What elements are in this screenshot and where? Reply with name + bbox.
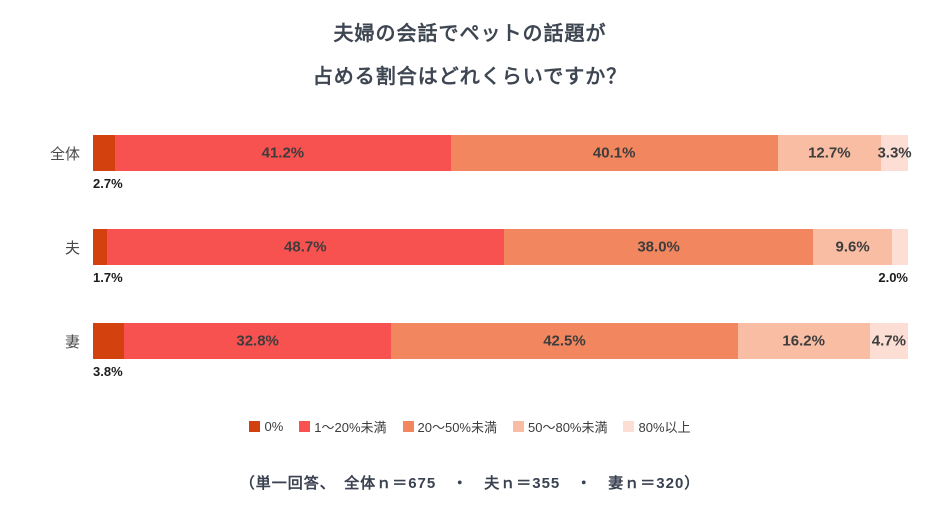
value-label: 3.3% — [877, 144, 912, 162]
legend-swatch-icon — [402, 421, 414, 432]
value-label: 2.7% — [93, 176, 123, 191]
legend-item: 80%以上 — [623, 417, 691, 436]
value-label: 38.0% — [637, 238, 680, 256]
value-label: 3.8% — [93, 364, 123, 379]
bar-segment — [93, 229, 107, 265]
bar-segment — [93, 323, 124, 359]
bar-segment — [881, 135, 908, 171]
bar-segment — [391, 323, 738, 359]
category-label: 夫 — [64, 239, 80, 257]
bar-track: 3.8% 32.8% 42.5% 16.2% 4.7% — [93, 323, 908, 379]
category-label: 全体 — [49, 145, 80, 163]
bar-segment — [737, 323, 870, 359]
legend-label: 1〜20%未満 — [314, 420, 387, 435]
value-label: 16.2% — [782, 332, 825, 350]
chart-row: 夫 1.7% 48.7% 38.0% 9.6% 2.0% — [0, 229, 940, 285]
legend: 0% 1〜20%未満 20〜50%未満 50〜80%未満 80%以上 — [0, 417, 940, 436]
value-label: 48.7% — [284, 238, 327, 256]
bar-track: 1.7% 48.7% 38.0% 9.6% 2.0% — [93, 229, 908, 285]
legend-label: 0% — [264, 419, 284, 434]
value-label: 41.2% — [261, 144, 305, 162]
bar-segment — [891, 229, 908, 265]
chart-row: 全体 2.7% 41.2% 40.1% 12.7% 3.3% — [0, 135, 940, 191]
legend-swatch-icon — [249, 421, 261, 432]
legend-label: 20〜50%未満 — [417, 420, 497, 435]
bar-segment — [123, 323, 392, 359]
legend-swatch-icon — [299, 421, 311, 432]
category-label: 妻 — [64, 333, 80, 351]
value-label: 32.8% — [236, 332, 279, 350]
chart-row: 妻 3.8% 32.8% 42.5% 16.2% 4.7% — [0, 323, 940, 379]
bar-segment — [503, 229, 814, 265]
chart-title-line2: 占める割合はどれくらいですか？ — [312, 66, 628, 88]
bar-segment — [115, 135, 451, 171]
value-label: 1.7% — [93, 270, 123, 285]
value-label: 4.7% — [871, 332, 906, 350]
value-label: 2.0% — [878, 270, 908, 285]
footnote: （単一回答、 全体ｎ＝675 ・ 夫ｎ＝355 ・ 妻ｎ＝320） — [239, 475, 701, 492]
legend-item: 20〜50%未満 — [402, 417, 497, 436]
bar-segment — [93, 135, 115, 171]
value-label: 12.7% — [808, 144, 851, 162]
bar-segment — [777, 135, 882, 171]
value-label: 40.1% — [592, 144, 636, 162]
bar-segment — [450, 135, 778, 171]
legend-swatch-icon — [513, 421, 524, 432]
legend-swatch-icon — [623, 421, 635, 432]
value-label: 42.5% — [543, 332, 586, 350]
legend-item: 0% — [249, 419, 283, 434]
bar-segment — [813, 229, 892, 265]
stacked-bar-chart: 全体 2.7% 41.2% 40.1% 12.7% 3.3% 夫 1.7% 48.7% 38.0%… — [0, 135, 940, 379]
legend-label: 50〜80%未満 — [528, 420, 608, 435]
bar-segment — [106, 229, 504, 265]
bar-segment — [869, 323, 908, 359]
legend-item: 50〜80%未満 — [513, 417, 607, 436]
chart-title-line1: 夫婦の会話でペットの話題が — [333, 23, 607, 45]
value-label: 9.6% — [835, 238, 870, 256]
bar-track: 2.7% 41.2% 40.1% 12.7% 3.3% — [93, 135, 912, 191]
chart-title: 夫婦の会話でペットの話題が 占める割合はどれくらいですか？ — [0, 0, 940, 87]
legend-item: 1〜20%未満 — [299, 417, 387, 436]
legend-label: 80%以上 — [638, 420, 691, 435]
